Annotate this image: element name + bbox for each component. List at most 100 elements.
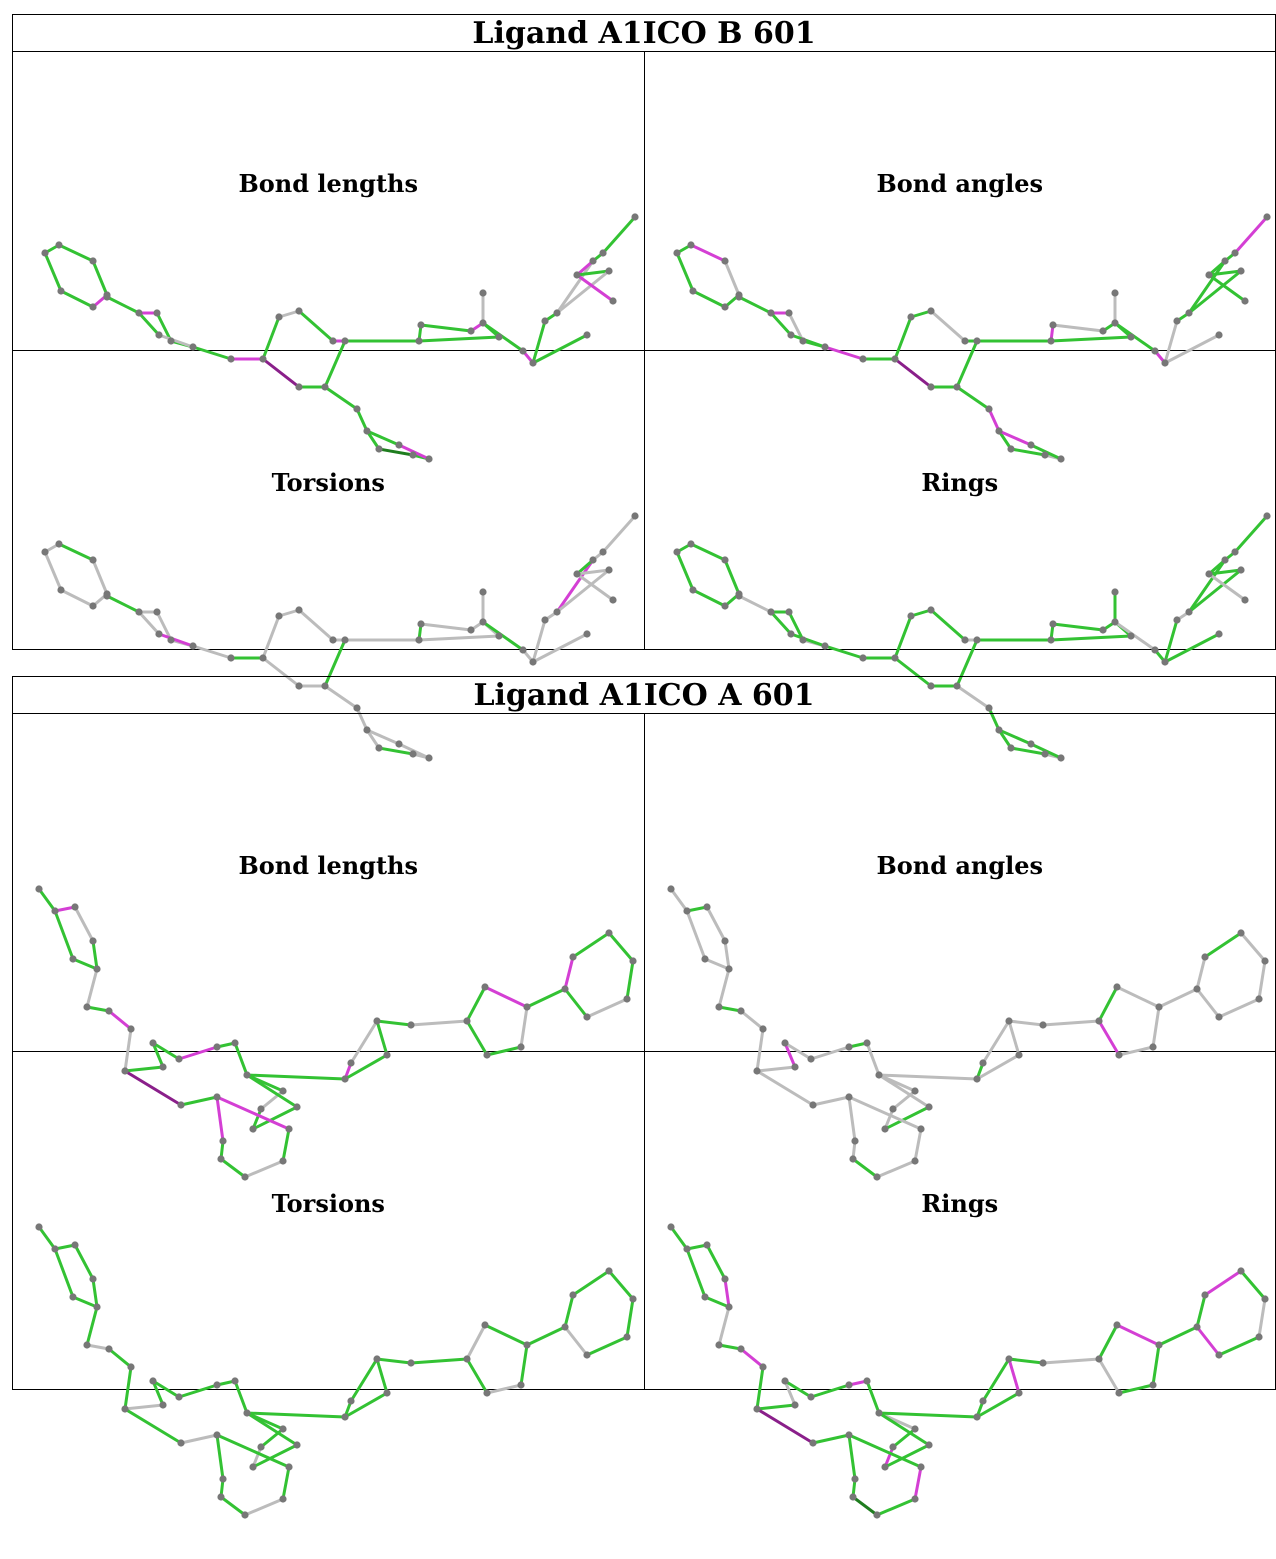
atom-dot — [295, 383, 303, 391]
atom-dot — [479, 319, 487, 327]
atom-dot — [249, 1124, 257, 1133]
atom-dot — [89, 602, 97, 610]
bond-line — [689, 243, 726, 263]
atom-dot — [1240, 596, 1249, 604]
atom-dot — [926, 383, 935, 391]
bond-line — [1007, 1019, 1020, 1056]
atom-dot — [155, 331, 163, 339]
atom-dot — [734, 293, 743, 301]
bond-line — [91, 1277, 99, 1308]
atom-dot — [523, 1340, 531, 1349]
atom-dot — [960, 337, 969, 345]
atom-dot — [666, 884, 675, 893]
bond-line — [375, 1357, 413, 1364]
atom-dot — [341, 337, 349, 345]
bond-line — [123, 1065, 165, 1072]
bond-line — [625, 959, 635, 1000]
bond-line — [563, 955, 575, 990]
atom-dot — [780, 1376, 789, 1385]
bond-line — [37, 887, 57, 912]
bond-line — [519, 1343, 529, 1386]
bond-line — [1207, 273, 1246, 303]
atom-dot — [844, 1042, 853, 1051]
atom-dot — [972, 636, 981, 644]
bond-line — [717, 1005, 742, 1012]
bond-line — [233, 1379, 249, 1414]
bond-line — [483, 985, 529, 1008]
bond-line — [53, 909, 75, 960]
atom-dot — [784, 608, 793, 616]
bond-line — [783, 1041, 812, 1060]
bond-line — [675, 550, 694, 592]
bond-line — [261, 614, 281, 660]
atom-dot — [135, 309, 143, 317]
atom-dot — [149, 1376, 157, 1385]
atom-dot — [189, 642, 197, 650]
atom-dot — [1262, 512, 1271, 520]
atom-dot — [373, 1354, 381, 1363]
bond-line — [585, 1335, 629, 1356]
atom-dot — [700, 954, 709, 963]
atom-dot — [1126, 333, 1135, 341]
bond-line — [375, 1019, 389, 1056]
bond-line — [1217, 1335, 1260, 1356]
bond-line — [151, 1041, 165, 1068]
bond-line — [1233, 215, 1268, 255]
bond-line — [893, 357, 932, 389]
bond-line — [723, 558, 740, 596]
atom-dot — [790, 1062, 799, 1071]
bond-line — [929, 309, 966, 343]
bond-line — [877, 1073, 978, 1080]
atom-dot — [758, 1362, 767, 1371]
bond-line — [261, 357, 301, 389]
bond-line — [57, 243, 95, 263]
atom-dot — [724, 1302, 733, 1311]
atom-dot — [383, 1388, 391, 1397]
bond-line — [601, 514, 637, 554]
atom-dot — [573, 271, 581, 279]
atom-dot — [1110, 588, 1119, 596]
bond-line — [783, 1041, 796, 1068]
atom-dot — [1154, 1002, 1163, 1011]
bond-line — [37, 1225, 57, 1250]
atom-dot — [1260, 956, 1269, 965]
bond-line — [43, 550, 63, 592]
bond-line — [59, 289, 95, 309]
atom-dot — [820, 642, 829, 650]
bond-line — [1163, 618, 1178, 664]
bond-line — [1157, 1325, 1198, 1346]
bond-line — [1007, 1357, 1020, 1394]
validation-table-a601: Ligand A1ICO A 601 Bond lengths Bond ang… — [12, 676, 1276, 1519]
atom-dot — [583, 630, 591, 638]
bond-line — [1115, 1323, 1160, 1346]
bond-line — [73, 905, 95, 942]
bond-line — [465, 985, 487, 1022]
bond-line — [875, 1159, 916, 1178]
atom-dot — [55, 540, 63, 548]
bond-line — [349, 1357, 379, 1402]
bond-line — [281, 1465, 291, 1500]
bond-line — [607, 1269, 635, 1300]
bond-line — [243, 1497, 285, 1516]
bond-line — [563, 987, 589, 1018]
atom-dot — [1048, 321, 1057, 329]
bond-line — [987, 407, 1000, 433]
atom-dot — [321, 383, 329, 391]
atom-dot — [93, 1302, 101, 1311]
atom-dot — [57, 287, 65, 295]
bond-line — [755, 1065, 796, 1072]
atom-dot — [69, 1292, 77, 1301]
atom-dot — [686, 241, 695, 249]
bond-line — [105, 295, 141, 315]
atom-dot — [519, 347, 527, 355]
atom-dot — [93, 964, 101, 973]
bond-line — [585, 997, 629, 1018]
bond-line — [877, 1411, 930, 1446]
bond-line — [1097, 1019, 1120, 1056]
atom-dot — [103, 293, 111, 301]
atom-dot — [127, 1024, 135, 1033]
bond-line — [215, 1095, 291, 1130]
bond-line — [811, 1433, 850, 1444]
atom-dot — [1098, 327, 1107, 335]
atom-dot — [89, 1274, 97, 1283]
